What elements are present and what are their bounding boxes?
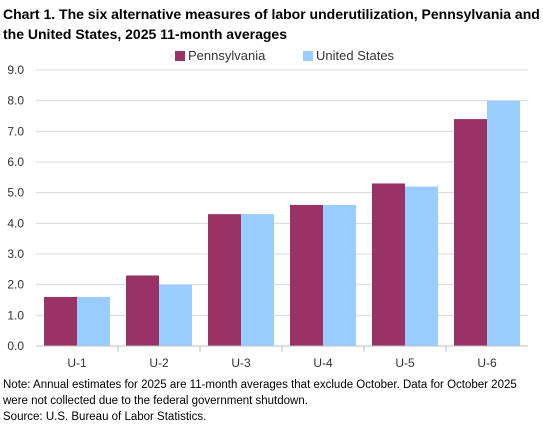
bar-pennsylvania-u-5 — [372, 183, 405, 346]
y-tick-label: 5.0 — [7, 186, 24, 200]
legend-label-united-states: United States — [316, 48, 395, 63]
y-tick-label: 8.0 — [7, 94, 24, 108]
x-tick-label: U-3 — [231, 356, 251, 370]
bar-pennsylvania-u-1 — [44, 296, 77, 346]
bar-united-states-u-5 — [405, 186, 438, 346]
bar-pennsylvania-u-3 — [208, 214, 241, 346]
y-tick-label: 6.0 — [7, 155, 24, 169]
y-tick-label: 0.0 — [7, 339, 24, 353]
y-tick-label: 4.0 — [7, 216, 24, 230]
x-tick-label: U-1 — [67, 356, 87, 370]
bar-united-states-u-1 — [77, 296, 110, 346]
y-tick-label: 7.0 — [7, 124, 24, 138]
bar-united-states-u-2 — [159, 284, 192, 346]
y-tick-label: 2.0 — [7, 278, 24, 292]
bar-pennsylvania-u-4 — [290, 204, 323, 346]
bar-united-states-u-3 — [241, 214, 274, 346]
y-tick-label: 3.0 — [7, 247, 24, 261]
x-tick-label: U-2 — [149, 356, 169, 370]
bar-united-states-u-4 — [323, 204, 356, 346]
chart-title: Chart 1. The six alternative measures of… — [3, 6, 540, 42]
bar-united-states-u-6 — [487, 100, 520, 346]
x-tick-label: U-6 — [477, 356, 497, 370]
chart-note: Note: Annual estimates for 2025 are 11-m… — [3, 379, 517, 407]
bar-chart: 0.0 1.0 2.0 3.0 4.0 5.0 6.0 7.0 8.0 9.0 U-1 U-2 U-3 U… — [7, 63, 528, 370]
x-tick-label: U-4 — [313, 356, 333, 370]
y-tick-label: 1.0 — [7, 308, 24, 322]
legend-swatch-pennsylvania — [175, 51, 185, 61]
chart-source: Source: U.S. Bureau of Labor Statistics. — [3, 411, 207, 423]
bar-pennsylvania-u-2 — [126, 275, 159, 346]
bar-pennsylvania-u-6 — [454, 119, 487, 346]
legend-swatch-united-states — [303, 51, 313, 61]
legend-label-pennsylvania: Pennsylvania — [188, 48, 266, 63]
x-tick-label: U-5 — [395, 356, 415, 370]
y-tick-label: 9.0 — [7, 63, 24, 77]
